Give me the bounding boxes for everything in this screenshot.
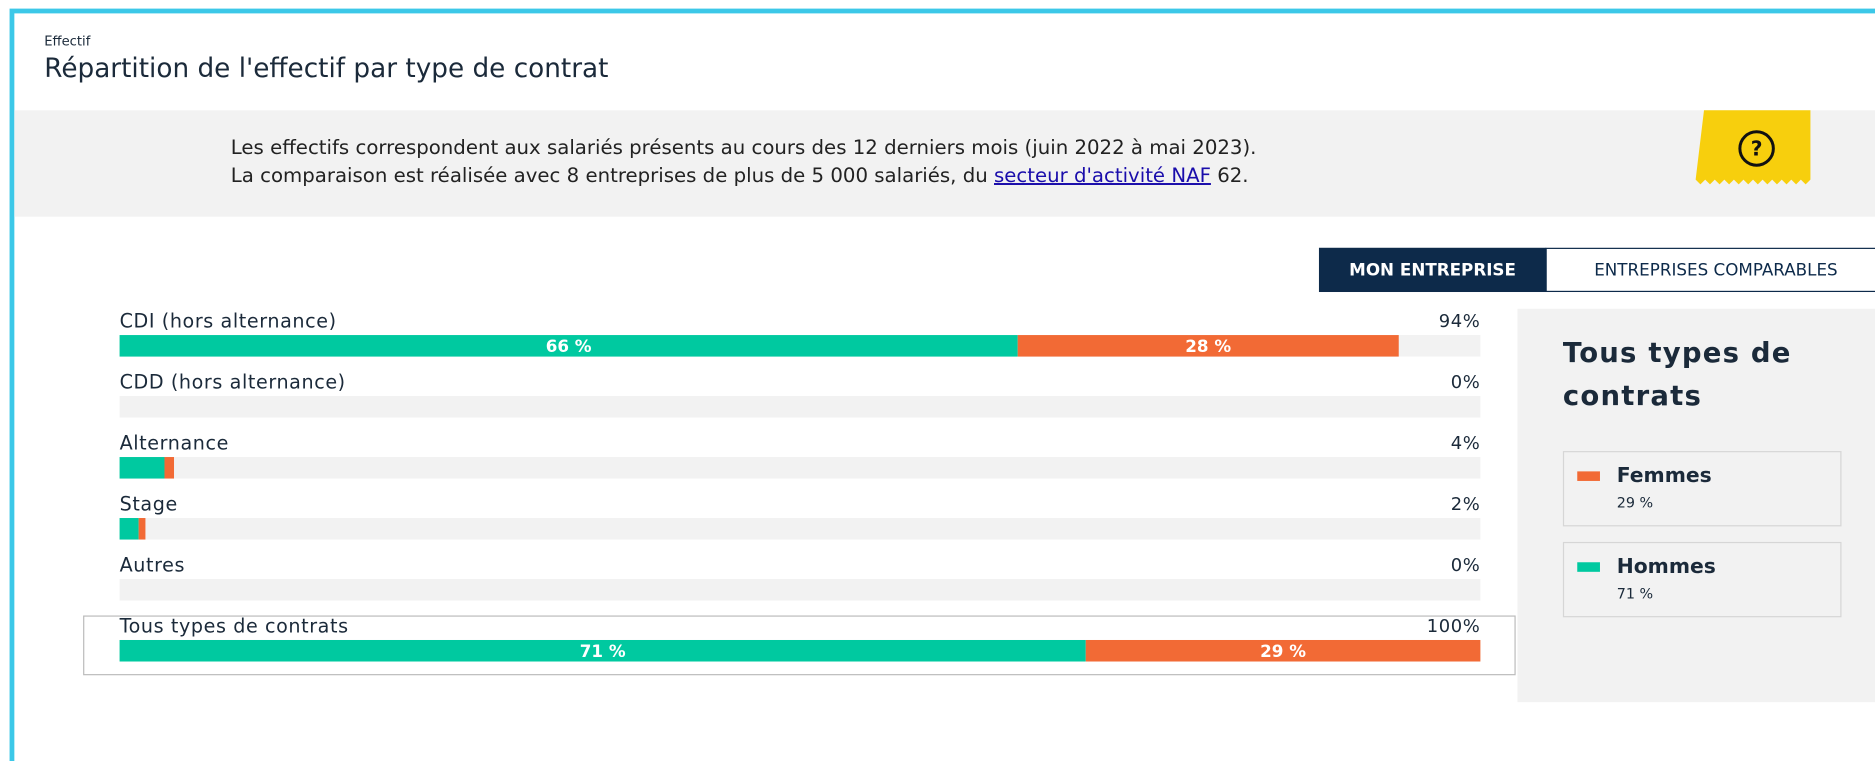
- legend-title-line: contrats: [1563, 380, 1702, 412]
- link[interactable]: secteur d'activité NAF: [994, 164, 1211, 187]
- bar-segment: [1017, 335, 1399, 357]
- legend-title-line: Tous types de: [1563, 337, 1792, 369]
- bar-segment: [138, 518, 146, 540]
- page-title: Répartition de l'effectif par type de co…: [44, 54, 608, 84]
- legend-label: Femmes: [1617, 463, 1712, 487]
- bar-track: [119, 518, 1481, 540]
- category-label: CDI (hors alternance): [120, 309, 337, 332]
- legend-share: 29 %: [1617, 496, 1653, 512]
- help-button[interactable]: ?: [1695, 110, 1811, 185]
- bar-track: [119, 579, 1481, 601]
- notice-band: [14, 110, 1875, 217]
- bar-segment: [119, 639, 1086, 662]
- bar-value-label: 66 %: [546, 336, 592, 356]
- tab-label[interactable]: MON ENTREPRISE: [1349, 259, 1516, 279]
- notice-text: La comparaison est réalisée avec 8 entre…: [231, 164, 994, 187]
- total-label: 2%: [1451, 494, 1481, 515]
- total-label: 0%: [1451, 555, 1481, 576]
- tab[interactable]: [1545, 247, 1875, 293]
- bar-track: [119, 396, 1481, 418]
- legend-swatch: [1577, 562, 1600, 572]
- legend-swatch: [1577, 471, 1600, 481]
- bar-segment: [164, 457, 175, 479]
- total-label: 0%: [1451, 372, 1481, 393]
- category-label: CDD (hors alternance): [120, 370, 346, 393]
- legend-title: Tous types de contrats: [1563, 337, 1792, 412]
- legend-share: 71 %: [1617, 587, 1653, 603]
- kicker: Effectif: [44, 35, 90, 50]
- bar-segment: [1085, 639, 1481, 662]
- bar-segment: [119, 457, 165, 479]
- total-row-box: [83, 615, 1516, 676]
- category-label: Tous types de contrats: [119, 614, 349, 637]
- category-label: Stage: [120, 492, 178, 515]
- bar-track: [119, 457, 1481, 479]
- category-label: Autres: [120, 553, 185, 576]
- frame: [9, 8, 1875, 761]
- legend-label: Hommes: [1617, 554, 1716, 578]
- bar-segment: [119, 335, 1018, 357]
- total-label: 100%: [1427, 616, 1481, 637]
- svg-text:?: ?: [1751, 137, 1763, 161]
- bar-segment: [119, 518, 139, 540]
- bar-value-label: 28 %: [1185, 336, 1231, 356]
- legend-box: [1562, 451, 1842, 527]
- tab-label[interactable]: ENTREPRISES COMPARABLES: [1594, 259, 1837, 279]
- total-label: 94%: [1439, 311, 1481, 332]
- notice-line: Les effectifs correspondent aux salariés…: [231, 136, 1257, 159]
- bar-value-label: 71 %: [580, 641, 626, 661]
- notice-text: 62.: [1211, 164, 1249, 187]
- bar-value-label: 29 %: [1260, 641, 1306, 661]
- tab-active[interactable]: [1318, 247, 1547, 293]
- category-label: Alternance: [120, 431, 229, 454]
- notice-line: La comparaison est réalisée avec 8 entre…: [231, 164, 1249, 187]
- total-label: 4%: [1451, 433, 1481, 454]
- legend-box: [1562, 541, 1842, 618]
